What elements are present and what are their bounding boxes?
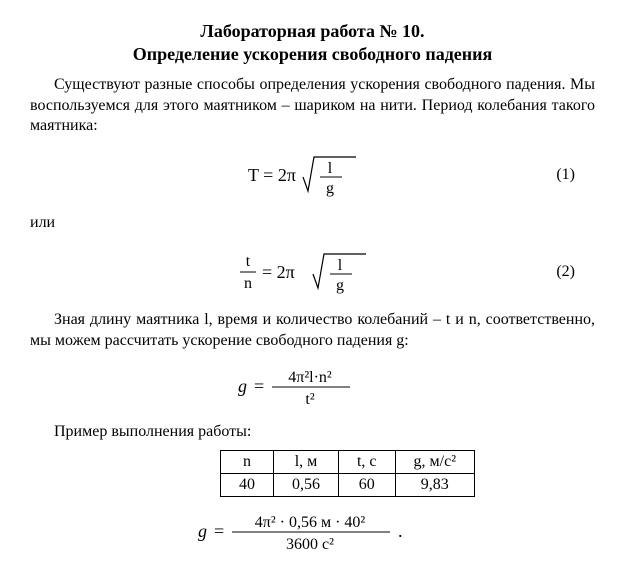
equation-2-block: t n = 2π l g (2) xyxy=(30,244,595,300)
svg-text:=: = xyxy=(214,521,224,541)
cell-g: 9,83 xyxy=(395,474,474,497)
col-n-header: n xyxy=(220,451,273,474)
example-label: Пример выполнения работы: xyxy=(30,422,595,443)
cell-n: 40 xyxy=(220,474,273,497)
equation-4: g = 4π² · 0,56 м · 40² 3600 с² . xyxy=(198,507,408,557)
svg-text:T = 2π: T = 2π xyxy=(248,165,296,185)
svg-text:4π² · 0,56 м · 40²: 4π² · 0,56 м · 40² xyxy=(254,514,365,531)
svg-text:=: = xyxy=(254,376,264,396)
equation-2: t n = 2π l g xyxy=(238,244,368,300)
cell-t: 60 xyxy=(338,474,395,497)
svg-text:= 2π: = 2π xyxy=(262,262,295,282)
or-text: или xyxy=(30,213,595,234)
svg-text:g: g xyxy=(326,180,334,197)
svg-text:l: l xyxy=(337,257,342,274)
svg-text:g: g xyxy=(336,277,344,294)
svg-text:4π²l·n²: 4π²l·n² xyxy=(288,369,332,386)
col-g-header: g, м/с² xyxy=(395,451,474,474)
equation-4-block: g = 4π² · 0,56 м · 40² 3600 с² . xyxy=(30,507,595,557)
col-l-header: l, м xyxy=(273,451,338,474)
svg-text:g: g xyxy=(238,376,247,396)
results-table: n l, м t, с g, м/с² 40 0,56 60 9,83 xyxy=(220,450,475,497)
intro-paragraph: Существуют разные способы определения ус… xyxy=(30,75,595,137)
table-row: 40 0,56 60 9,83 xyxy=(220,474,474,497)
svg-text:.: . xyxy=(398,521,403,541)
equation-2-label: (2) xyxy=(368,263,596,281)
equation-3-block: g = 4π²l·n² t² xyxy=(30,362,595,412)
title-line-1: Лабораторная работа № 10. xyxy=(30,20,595,43)
col-t-header: t, с xyxy=(338,451,395,474)
svg-text:3600 с²: 3600 с² xyxy=(286,536,334,553)
cell-l: 0,56 xyxy=(273,474,338,497)
svg-text:g: g xyxy=(198,521,207,541)
title-line-2: Определение ускорения свободного падения xyxy=(30,43,595,66)
svg-text:t: t xyxy=(245,253,250,270)
svg-text:n: n xyxy=(244,275,252,292)
derivation-paragraph: Зная длину маятника l, время и количеств… xyxy=(30,310,595,352)
equation-1: T = 2π l g xyxy=(248,147,358,203)
svg-text:l: l xyxy=(327,160,332,177)
equation-1-label: (1) xyxy=(358,166,596,184)
svg-text:t²: t² xyxy=(305,391,314,408)
table-header-row: n l, м t, с g, м/с² xyxy=(220,451,474,474)
equation-3: g = 4π²l·n² t² xyxy=(238,362,368,412)
equation-1-block: T = 2π l g (1) xyxy=(30,147,595,203)
